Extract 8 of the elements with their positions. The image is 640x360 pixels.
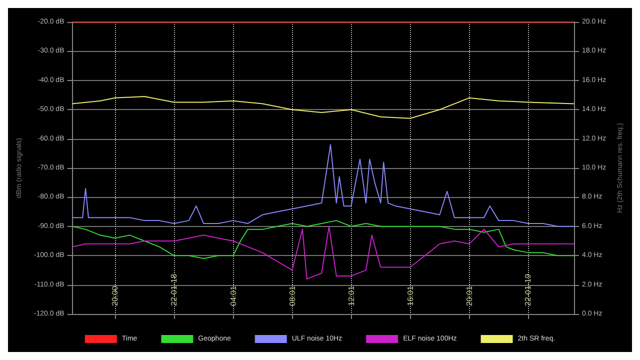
x-tick-label: 16:01 [406,285,415,306]
x-tick-label: 20:00 [110,285,120,306]
x-tick-label: 04:01 [228,285,238,306]
x-tick-label: 22-01-18 [170,273,179,306]
x-tick-label: 22-01-19 [524,273,533,306]
x-tick-label: 20:01 [464,285,474,306]
x-tick-label: 08:01 [288,285,297,306]
x-tick-label: 12:01 [346,285,356,306]
